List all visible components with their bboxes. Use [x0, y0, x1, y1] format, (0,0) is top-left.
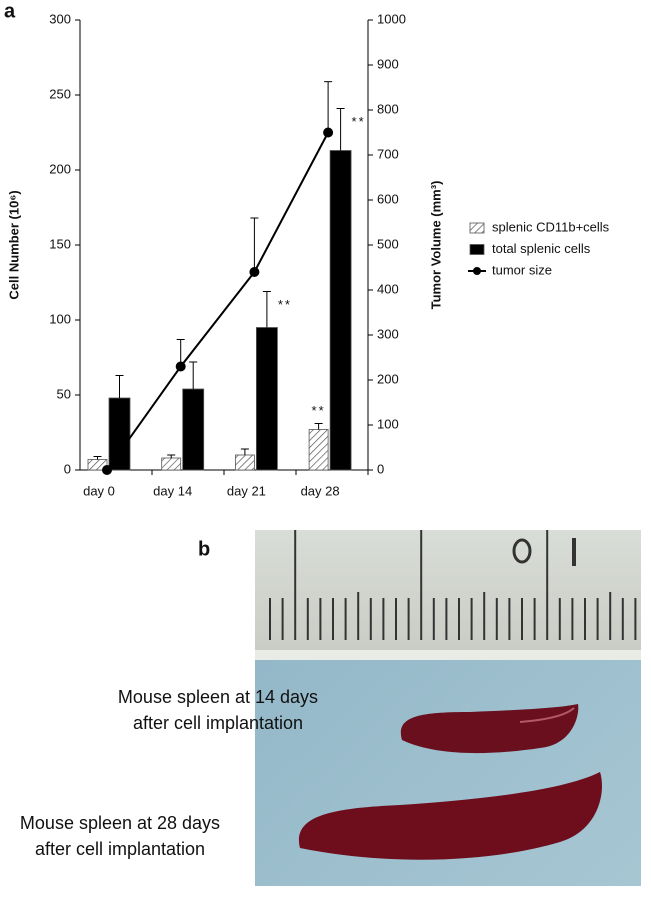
x-tick-label: day 28 [301, 483, 340, 498]
ruler-mark [512, 538, 532, 564]
ruler-edge [255, 650, 641, 660]
legend-swatch [469, 222, 485, 234]
bar [182, 388, 205, 471]
marker [323, 127, 334, 138]
y2-tick-label: 400 [377, 281, 399, 296]
y-tick-label: 200 [49, 161, 71, 176]
y2-tick-label: 600 [377, 191, 399, 206]
caption: after cell implantation [35, 839, 205, 859]
y2-tick-label: 500 [377, 236, 399, 251]
line [106, 132, 329, 471]
ruler-ticks [269, 530, 637, 640]
legend-swatch [473, 267, 481, 275]
y2-tick-label: 800 [377, 101, 399, 116]
y2-tick-label: 900 [377, 56, 399, 71]
y-tick-label: 0 [64, 461, 71, 476]
bar [108, 397, 131, 471]
bar [329, 150, 352, 471]
y2-tick-label: 300 [377, 326, 399, 341]
annotation: ** [312, 403, 326, 418]
y-tick-label: 250 [49, 86, 71, 101]
bar [255, 327, 278, 471]
marker [249, 267, 260, 277]
bar [308, 429, 329, 471]
y2-tick-label: 1000 [377, 11, 406, 26]
marker [175, 361, 186, 372]
y-tick-label: 100 [49, 311, 71, 326]
x-tick-label: day 0 [83, 483, 115, 498]
photo [255, 530, 641, 886]
y-tick-label: 150 [49, 236, 71, 251]
bar [234, 454, 255, 471]
highlight [519, 707, 575, 723]
legend-swatch [469, 244, 485, 255]
y2-tick-label: 100 [377, 416, 399, 431]
ruler-mark [572, 538, 576, 566]
caption: Mouse spleen at 28 days [20, 813, 220, 833]
panel-label: b [198, 538, 210, 560]
y2-tick-label: 0 [377, 461, 384, 476]
x-tick-label: day 21 [227, 483, 266, 498]
bar [161, 457, 182, 471]
annotation: ** [352, 114, 366, 129]
annotation: ** [278, 297, 292, 312]
legend-label: splenic CD11b+cells [492, 219, 610, 234]
legend-label: total splenic cells [492, 241, 591, 256]
x-tick-label: day 14 [153, 483, 192, 498]
y2-tick-label: 700 [377, 146, 399, 161]
ruler [255, 530, 641, 655]
panel-label: a [4, 0, 16, 22]
y-tick-label: 300 [49, 11, 71, 26]
caption: Mouse spleen at 14 days [118, 687, 318, 707]
spleen-small [400, 704, 579, 754]
spleen-large [298, 772, 602, 860]
caption: after cell implantation [133, 713, 303, 733]
marker [102, 465, 112, 475]
legend-label: tumor size [492, 262, 552, 277]
y2-axis-label: Tumor Volume (mm³) [428, 181, 443, 310]
y-tick-label: 50 [57, 386, 71, 401]
y2-tick-label: 200 [377, 371, 399, 386]
y-axis-label: Cell Number (10⁶) [6, 190, 21, 299]
